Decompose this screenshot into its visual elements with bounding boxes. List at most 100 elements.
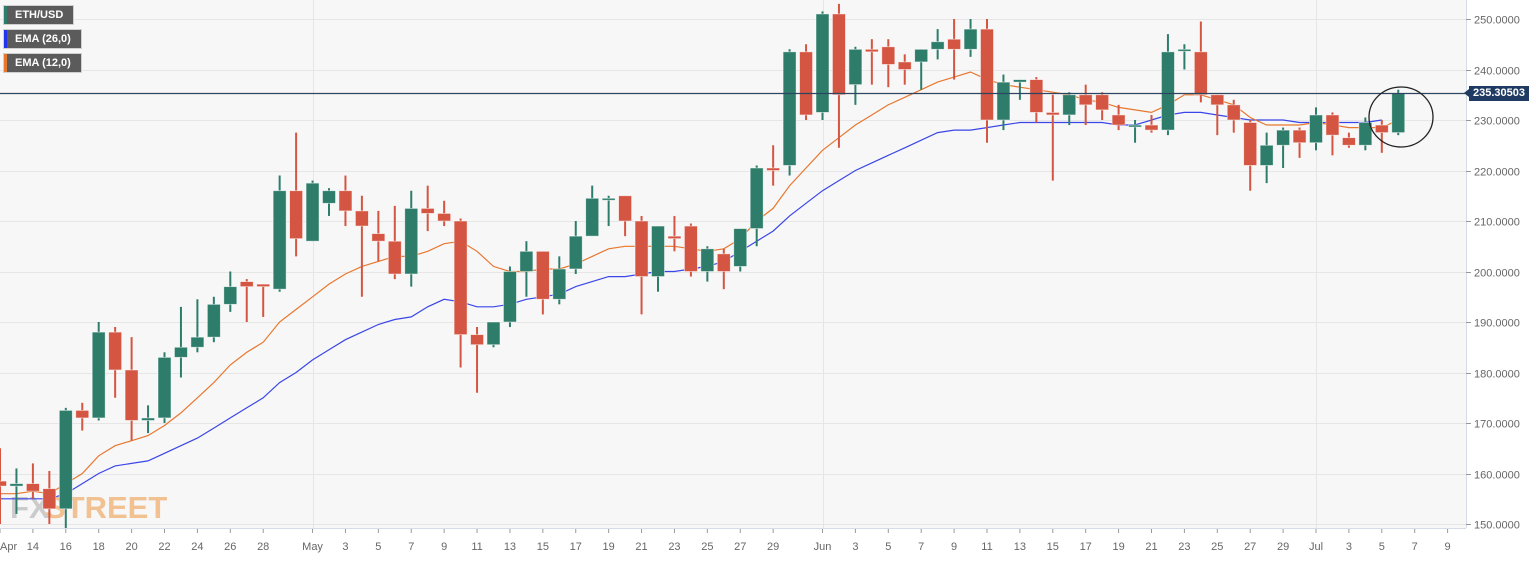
y-axis: 250.0000 240.0000 230.0000 220.0000 210.0000…	[1466, 15, 1520, 532]
y-tick-label: 190.0000	[1474, 318, 1520, 330]
candle-body	[404, 207, 419, 275]
x-tick-label: 7	[408, 541, 414, 553]
candle-body	[0, 480, 7, 487]
x-tick-label: 3	[342, 541, 348, 553]
candle	[0, 448, 7, 524]
candle-body	[1161, 51, 1175, 131]
candle-body	[733, 228, 748, 267]
candle-body	[1276, 129, 1290, 146]
x-tick-label: 9	[951, 541, 957, 553]
candle-body	[585, 197, 600, 237]
x-tick-label: 25	[1211, 541, 1223, 553]
legend-color-swatch	[4, 30, 7, 48]
candle-body	[766, 167, 781, 171]
candle	[1325, 112, 1340, 156]
candle	[601, 195, 616, 227]
candle	[568, 221, 583, 275]
candle-body	[470, 334, 484, 346]
candle-body	[996, 81, 1011, 121]
candle-body	[157, 356, 172, 419]
candle	[305, 180, 320, 242]
candle	[1374, 120, 1389, 153]
candle	[684, 223, 698, 277]
candle	[1062, 92, 1077, 126]
legend-label: ETH/USD	[15, 9, 64, 21]
candle	[322, 188, 336, 216]
candle-body	[700, 248, 715, 272]
x-tick-label: 23	[1178, 541, 1190, 553]
candle	[1259, 132, 1274, 184]
candle-body	[1144, 124, 1159, 131]
candle-body	[1177, 48, 1192, 52]
candle-body	[75, 409, 90, 419]
candle-body	[881, 46, 896, 65]
legend-label: EMA (26,0)	[15, 33, 71, 45]
candle	[1013, 79, 1027, 100]
candle	[766, 145, 781, 186]
x-tick-label: 9	[441, 541, 447, 553]
x-tick-label: 24	[191, 541, 203, 553]
candle	[141, 405, 155, 434]
candle-body	[1358, 122, 1373, 146]
x-tick-label: 21	[1145, 541, 1157, 553]
legend-ema-12[interactable]: EMA (12,0)	[3, 53, 82, 73]
x-tick-label: 5	[885, 541, 891, 553]
candle	[1243, 120, 1258, 191]
candle	[42, 470, 57, 524]
candle	[1128, 120, 1142, 143]
y-tick-label: 210.0000	[1474, 217, 1520, 229]
x-tick-label: 19	[603, 541, 615, 553]
x-tick-label: 15	[1047, 541, 1059, 553]
candle-body	[91, 331, 106, 419]
x-tick-label: May	[302, 541, 323, 553]
y-tick-label: 240.0000	[1474, 66, 1520, 78]
x-tick-label: 26	[224, 541, 236, 553]
x-tick-label: Apr	[0, 541, 17, 553]
candle-body	[1374, 124, 1389, 134]
candle	[108, 327, 123, 398]
candle-body	[289, 190, 304, 240]
x-tick-label: Jul	[1309, 541, 1323, 553]
candle	[338, 175, 353, 227]
candle-body	[519, 250, 534, 272]
candle	[371, 210, 386, 262]
candle-body	[25, 483, 40, 492]
candle-body	[338, 190, 353, 212]
x-tick-label: 28	[257, 541, 269, 553]
candle	[914, 48, 929, 90]
candle-body	[272, 190, 287, 290]
candle	[1177, 44, 1192, 70]
candle-body	[1111, 114, 1126, 126]
candle	[157, 352, 172, 423]
candle-body	[782, 51, 797, 166]
candle	[1309, 107, 1323, 151]
x-tick-label: 23	[668, 541, 680, 553]
candle	[387, 205, 402, 280]
candle-body	[1309, 114, 1323, 144]
candle	[634, 215, 649, 315]
candle	[420, 185, 435, 232]
candle-body	[486, 321, 501, 346]
candle-body	[914, 48, 929, 63]
candle-body	[1062, 94, 1077, 116]
legend-ethusd[interactable]: ETH/USD	[3, 5, 75, 25]
candle	[239, 279, 254, 322]
y-tick-label: 170.0000	[1474, 419, 1520, 431]
candle	[124, 337, 139, 441]
candle-body	[371, 233, 386, 242]
x-tick-label: 15	[537, 541, 549, 553]
candle-body	[601, 197, 616, 201]
legend-ema-26[interactable]: EMA (26,0)	[3, 29, 82, 49]
candle	[486, 321, 501, 348]
candle	[1276, 127, 1290, 168]
candle-body	[1226, 104, 1241, 121]
candle	[947, 19, 961, 80]
candle	[91, 322, 106, 421]
x-tick-label: 29	[1277, 541, 1289, 553]
candle	[437, 200, 452, 227]
candle	[864, 39, 879, 85]
candle	[733, 228, 748, 272]
candle	[535, 250, 550, 315]
